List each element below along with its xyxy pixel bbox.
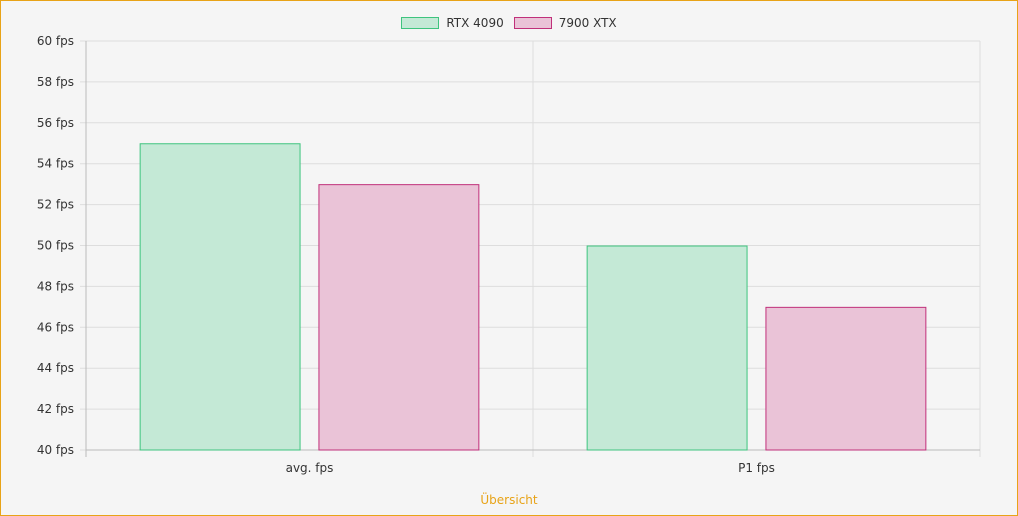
legend-swatch-rtx-4090 [401, 17, 440, 29]
y-tick-label: 46 fps [37, 320, 74, 334]
bar [586, 245, 748, 451]
bar [318, 184, 480, 451]
y-tick-label: 42 fps [37, 402, 74, 416]
y-tick-label: 56 fps [37, 116, 74, 130]
y-tick-label: 52 fps [37, 198, 74, 212]
y-tick-label: 60 fps [37, 34, 74, 48]
y-tick-label: 58 fps [37, 75, 74, 89]
x-axis-title: Übersicht [480, 493, 538, 507]
x-tick-label: avg. fps [286, 461, 334, 475]
bar [139, 143, 301, 451]
legend-item-7900-xtx[interactable]: 7900 XTX [513, 16, 617, 30]
legend-label-rtx-4090: RTX 4090 [446, 16, 504, 30]
y-tick-label: 48 fps [37, 279, 74, 293]
chart-legend: RTX 4090 7900 XTX [0, 16, 1018, 30]
legend-swatch-7900-xtx [513, 17, 552, 29]
bar [765, 306, 927, 451]
y-tick-label: 44 fps [37, 361, 74, 375]
y-tick-label: 40 fps [37, 443, 74, 457]
legend-item-rtx-4090[interactable]: RTX 4090 [401, 16, 504, 30]
y-tick-label: 54 fps [37, 157, 74, 171]
legend-label-7900-xtx: 7900 XTX [558, 16, 617, 30]
x-tick-label: P1 fps [738, 461, 775, 475]
y-tick-label: 50 fps [37, 239, 74, 253]
